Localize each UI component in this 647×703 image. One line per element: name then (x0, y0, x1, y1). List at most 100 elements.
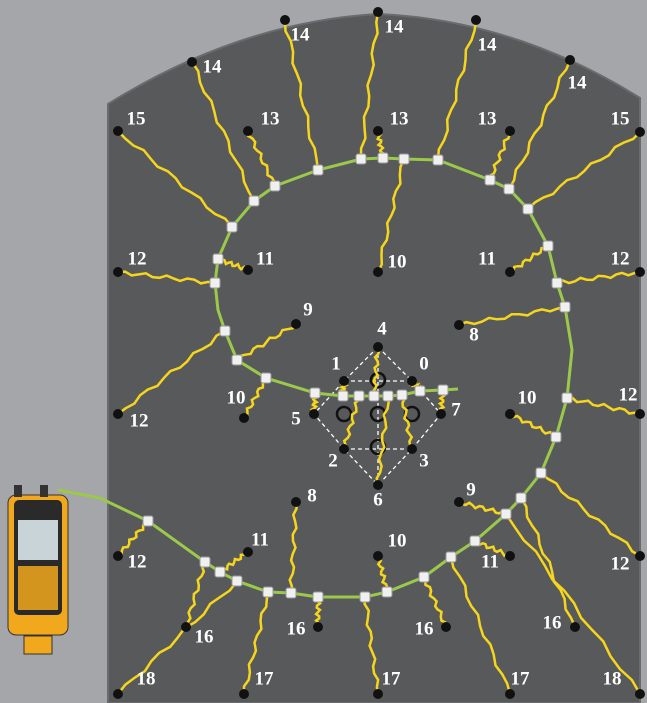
splice-box (227, 222, 237, 232)
node-label: 14 (385, 16, 405, 37)
splice-box (286, 588, 296, 598)
node-label: 12 (619, 384, 638, 405)
fiber-diagram: 1414141414151313131512111011129812101012… (0, 0, 647, 703)
splice-box (501, 509, 511, 519)
splice-box (261, 373, 271, 383)
splice-box (378, 153, 388, 163)
node-label: 11 (251, 529, 269, 550)
end-point (239, 413, 249, 423)
node-label: 9 (303, 299, 313, 320)
node-label: 17 (382, 668, 402, 689)
otdr-device (8, 485, 68, 654)
end-point (635, 551, 645, 561)
splice-box (485, 175, 495, 185)
end-point (570, 622, 580, 632)
node-label: 4 (377, 318, 387, 339)
end-point (239, 689, 249, 699)
end-point (373, 551, 383, 561)
end-point (454, 320, 464, 330)
splice-box (200, 557, 210, 567)
end-point (441, 622, 451, 632)
node-label: 14 (478, 34, 498, 55)
node-label: 13 (390, 108, 409, 129)
node-label: 12 (130, 410, 149, 431)
node-label: 16 (543, 612, 562, 633)
node-label: 15 (611, 108, 630, 129)
splice-box (215, 567, 225, 577)
end-point (373, 7, 383, 17)
end-point (113, 409, 123, 419)
splice-box (438, 385, 448, 395)
end-point (505, 409, 515, 419)
splice-box (210, 278, 220, 288)
end-point (471, 15, 481, 25)
node-label: 0 (419, 353, 429, 374)
splice-box (516, 493, 526, 503)
splice-box (433, 155, 443, 165)
node-label: 10 (388, 530, 407, 551)
splice-box (399, 154, 409, 164)
node-label: 15 (127, 108, 146, 129)
splice-box (232, 576, 242, 586)
node-label: 16 (415, 618, 434, 639)
splice-box (383, 391, 393, 401)
splice-box (446, 552, 456, 562)
end-point (339, 444, 349, 454)
end-point (436, 409, 446, 419)
node-label: 3 (419, 450, 429, 471)
node-label: 14 (291, 24, 311, 45)
end-point (373, 342, 383, 352)
node-label: 18 (137, 668, 156, 689)
splice-box (249, 196, 259, 206)
node-label: 8 (469, 324, 479, 345)
splice-box (419, 572, 429, 582)
node-label: 10 (227, 387, 246, 408)
end-point (313, 622, 323, 632)
end-point (373, 126, 383, 136)
node-label: 16 (195, 626, 214, 647)
splice-box (338, 391, 348, 401)
node-label: 16 (287, 618, 306, 639)
splice-box (551, 432, 561, 442)
node-label: 13 (261, 108, 280, 129)
end-point (635, 267, 645, 277)
node-label: 12 (611, 248, 630, 269)
splice-box (313, 592, 323, 602)
end-point (309, 409, 319, 419)
end-point (407, 444, 417, 454)
end-point (187, 57, 197, 67)
end-point (243, 126, 253, 136)
node-label: 14 (568, 72, 588, 93)
end-point (291, 497, 301, 507)
splice-box (354, 391, 364, 401)
splice-box (523, 204, 533, 214)
splice-box (543, 241, 553, 251)
end-point (635, 127, 645, 137)
node-label: 13 (478, 108, 497, 129)
end-point (181, 622, 191, 632)
splice-box (263, 587, 273, 597)
node-label: 12 (611, 553, 630, 574)
node-label: 7 (451, 399, 461, 420)
end-point (113, 551, 123, 561)
node-label: 9 (466, 479, 476, 500)
node-label: 1 (331, 353, 341, 374)
node-label: 12 (128, 248, 147, 269)
splice-box (397, 390, 407, 400)
end-point (407, 376, 417, 386)
splice-box (470, 536, 480, 546)
end-point (280, 15, 290, 25)
splice-box (536, 468, 546, 478)
end-point (113, 126, 123, 136)
splice-box (360, 592, 370, 602)
splice-box (356, 154, 366, 164)
splice-box (560, 302, 570, 312)
end-point (565, 55, 575, 65)
splice-box (310, 388, 320, 398)
end-point (243, 265, 253, 275)
end-point (373, 689, 383, 699)
node-label: 8 (307, 485, 317, 506)
node-label: 10 (518, 387, 537, 408)
end-point (339, 376, 349, 386)
end-point (635, 689, 645, 699)
